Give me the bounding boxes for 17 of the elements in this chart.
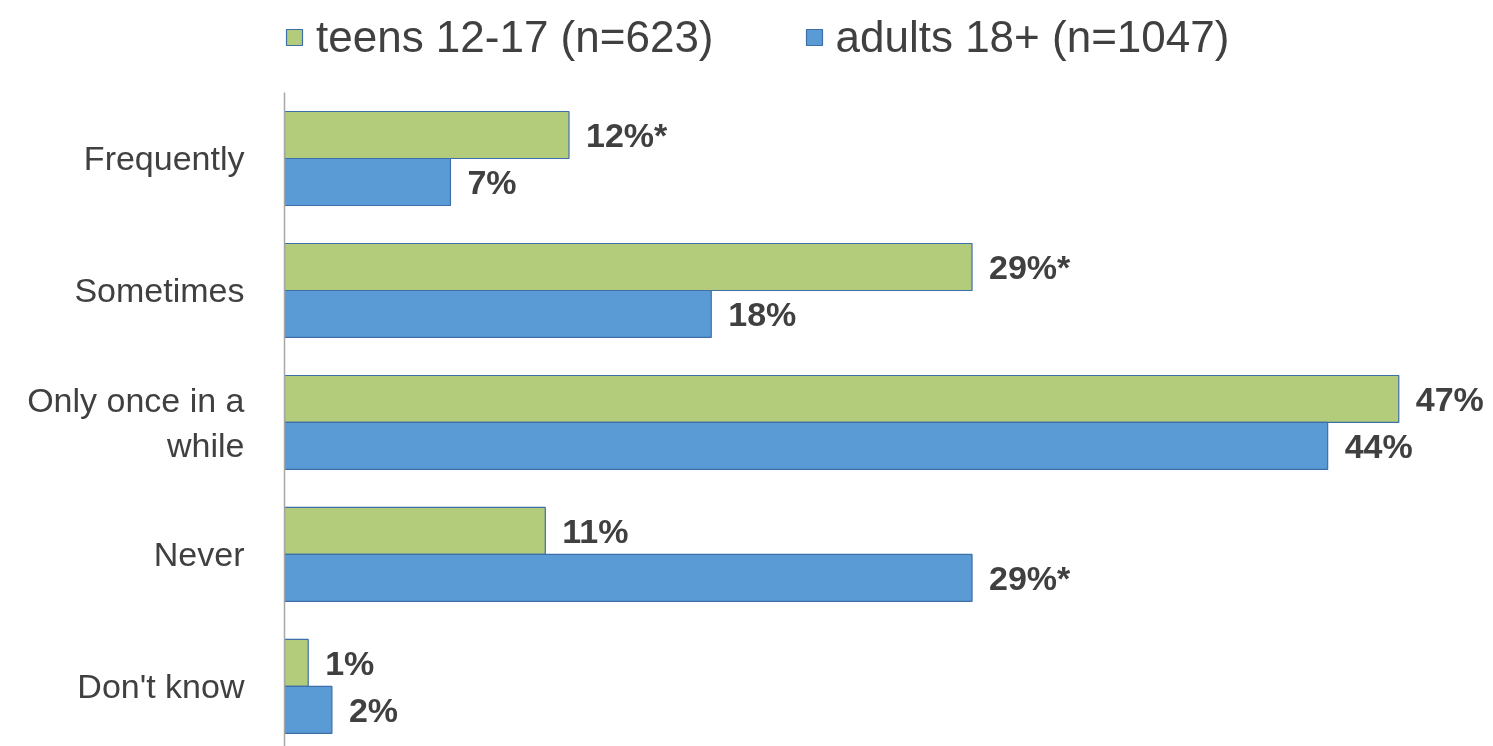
- y-tick-label: Only once in a while: [27, 380, 245, 465]
- data-label: 29%*: [989, 247, 1072, 286]
- y-tick-label: Don't know: [77, 667, 245, 706]
- data-label: 47%: [1415, 379, 1484, 418]
- legend-label: teens 12-17 (n=623): [316, 12, 714, 62]
- data-label: 44%: [1344, 426, 1413, 465]
- data-label: 1%: [325, 643, 375, 682]
- data-label: 2%: [348, 690, 399, 729]
- y-tick-label: Frequently: [83, 139, 245, 178]
- legend-label: adults 18+ (n=1047): [835, 12, 1230, 62]
- data-label: 12%*: [586, 115, 669, 154]
- data-label: 29%*: [989, 558, 1072, 597]
- data-label: 7%: [467, 162, 517, 201]
- data-label: 11%: [562, 511, 629, 550]
- y-tick-label: Sometimes: [74, 271, 245, 310]
- y-tick-label: Never: [153, 535, 245, 574]
- data-label: 18%: [728, 294, 797, 333]
